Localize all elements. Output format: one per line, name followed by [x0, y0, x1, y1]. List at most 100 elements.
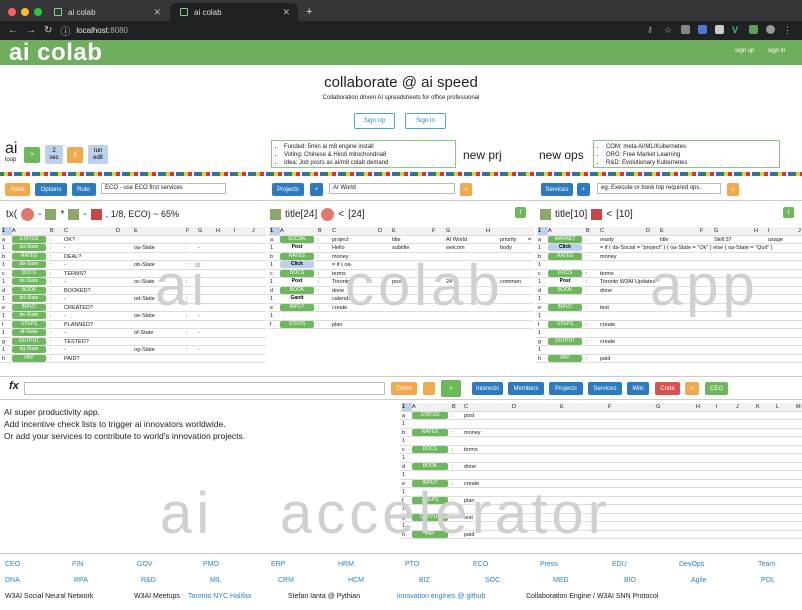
table-cell[interactable] [452, 454, 464, 462]
table-cell[interactable]: - [198, 279, 200, 285]
table-cell[interactable]: Toronto [332, 279, 351, 285]
table-cell[interactable]: b [402, 429, 406, 436]
text-editor[interactable]: AI super productivity app. Add incentive… [4, 407, 246, 441]
table-cell[interactable]: PLANNED? [64, 321, 94, 328]
row-tag[interactable]: DOCS [412, 445, 448, 453]
loop-pause-button[interactable]: || [67, 147, 83, 163]
table-cell[interactable]: usage [768, 236, 783, 243]
table-cell[interactable]: calendar [332, 296, 354, 302]
table-cell[interactable]: commen [500, 279, 522, 285]
row-tag[interactable]: DOCS [548, 269, 582, 277]
table-cell[interactable]: paid [600, 355, 611, 362]
column-header[interactable]: D [378, 228, 382, 234]
table-cell[interactable]: title [392, 236, 401, 243]
table-cell[interactable]: a [270, 236, 274, 243]
column-header[interactable]: 1 [270, 227, 280, 235]
table-cell[interactable]: og-State [134, 347, 155, 353]
column-header[interactable]: C [64, 228, 68, 234]
fx-projects-button[interactable]: Projects [549, 382, 583, 395]
table-cell[interactable]: : [50, 287, 52, 294]
table-cell[interactable]: a [402, 412, 406, 419]
table-cell[interactable]: 1 [538, 347, 542, 353]
row-tag[interactable]: STATUS [412, 411, 448, 419]
services-arrow-button[interactable]: » [727, 183, 739, 196]
column-header[interactable]: L [776, 404, 780, 410]
table-cell[interactable]: 1 [538, 279, 542, 285]
footer-link-pol[interactable]: POL [761, 577, 776, 584]
table-cell[interactable]: : [50, 262, 52, 268]
go-button[interactable]: > [441, 380, 461, 397]
row-tag[interactable]: BOOK [548, 286, 582, 294]
table-cell[interactable] [116, 346, 134, 354]
table-cell[interactable]: test [600, 304, 609, 311]
column-header[interactable]: I [234, 228, 236, 234]
table-cell[interactable]: 1 [402, 489, 406, 495]
table-cell[interactable]: : [452, 446, 454, 453]
column-header[interactable]: 1 [402, 403, 412, 411]
row-tag[interactable]: Post [548, 278, 582, 285]
row-tag[interactable]: Click [548, 244, 582, 251]
table-cell[interactable]: : [452, 429, 454, 436]
table-cell[interactable]: : [50, 347, 52, 353]
column-header[interactable]: C [332, 228, 336, 234]
table-cell[interactable] [116, 278, 134, 286]
table-cell[interactable]: h [402, 531, 406, 538]
services-add-button[interactable]: + [577, 183, 590, 196]
row-tag[interactable]: BOOK [280, 286, 314, 294]
table-cell[interactable] [412, 471, 452, 479]
row-tag[interactable]: STEPS [548, 320, 582, 328]
close-icon[interactable]: ✕ [153, 6, 161, 17]
rank-button[interactable]: Rank [5, 183, 30, 196]
table-cell[interactable] [464, 437, 802, 445]
clone-button[interactable]: Clone [391, 382, 417, 395]
table-cell[interactable]: - [64, 245, 66, 251]
table-cell[interactable]: : [586, 270, 588, 277]
table-cell[interactable] [412, 437, 452, 445]
interests-button[interactable]: Interests [472, 382, 503, 395]
row-tag[interactable]: df-State [12, 329, 46, 336]
table-cell[interactable]: : [586, 321, 588, 328]
table-cell[interactable]: h [2, 355, 6, 362]
footer-link-pto[interactable]: PTO [405, 561, 420, 568]
table-cell[interactable]: CREATED? [64, 304, 93, 311]
table-cell[interactable] [432, 244, 446, 252]
row-tag[interactable]: dd-State [12, 295, 46, 302]
table-cell[interactable]: e [2, 304, 6, 311]
ceo-button[interactable]: CEO [705, 382, 728, 395]
table-cell[interactable]: create [332, 304, 348, 311]
footer-link-edu[interactable]: EDU [612, 561, 627, 568]
table-cell[interactable] [116, 329, 134, 337]
column-header[interactable]: J [798, 228, 801, 234]
table-cell[interactable] [586, 312, 600, 320]
new-tab-button[interactable]: + [306, 6, 313, 18]
table-cell[interactable]: : [452, 531, 454, 538]
back-button[interactable]: < [685, 382, 699, 395]
table-cell[interactable]: f [538, 321, 540, 328]
services-input[interactable]: eg: Execute or book top required ops. [597, 183, 721, 194]
footer-link-ceo[interactable]: CEO [5, 561, 21, 568]
column-header[interactable]: J [252, 228, 255, 234]
sheet1-grid[interactable]: 1ABCDEFGHIJKaSTATUS:OK?1da-State:-oa-Sta… [0, 227, 266, 370]
table-cell[interactable] [464, 454, 802, 462]
table-cell[interactable]: f [402, 497, 404, 504]
extension-icon[interactable] [715, 25, 724, 34]
table-cell[interactable]: : [452, 514, 454, 521]
table-cell[interactable]: : [50, 338, 52, 345]
table-cell[interactable]: : [586, 304, 588, 311]
share-icon[interactable]: < [338, 208, 345, 220]
table-cell[interactable]: 1 [538, 245, 542, 251]
row-tag[interactable]: MARKET [548, 235, 582, 243]
table-cell[interactable]: : [50, 313, 52, 319]
table-cell[interactable]: : [186, 330, 188, 336]
browser-tab-1[interactable]: ai colab ✕ [44, 3, 169, 21]
back-icon[interactable]: ← [8, 25, 18, 36]
table-cell[interactable]: : [452, 463, 454, 470]
footer-link-soc[interactable]: SOC [485, 577, 501, 584]
share-icon[interactable]: < [606, 208, 613, 220]
table-cell[interactable]: 1 [2, 245, 6, 251]
extension-icon[interactable] [681, 25, 690, 34]
table-cell[interactable]: 1 [2, 330, 6, 336]
menu-icon[interactable]: ⋮ [783, 25, 792, 35]
table-cell[interactable] [432, 236, 446, 244]
